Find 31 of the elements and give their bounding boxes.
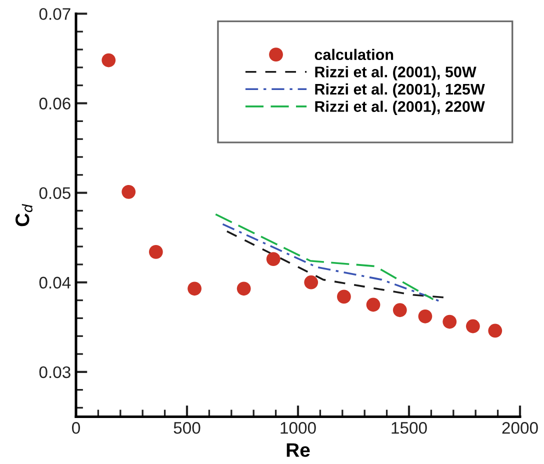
point [266,252,280,266]
point [366,298,380,312]
point [102,53,116,68]
x-tick-label: 500 [174,422,200,434]
x-tick-label: 2000 [502,422,538,434]
x-tick-label: 1000 [280,422,316,434]
legend-label: calculation [314,48,394,60]
y-tick-label: 0.03 [39,366,70,378]
y-tick-label: 0.06 [39,98,70,110]
point [188,282,202,296]
y-tick-label: 0.05 [39,187,70,200]
x-tick-label: 0 [72,422,80,434]
y-axis-title: C$_{d}$ [16,204,32,226]
y-tick-label: 0.07 [39,8,70,20]
point [442,314,457,329]
x-axis-title: Re [286,443,310,457]
line-series [214,213,434,300]
point [392,303,407,318]
point [148,244,163,259]
y-tick-label: 0.04 [39,276,71,289]
legend-label: Rizzi et al. (2001), 125W [315,83,485,98]
point [122,184,136,199]
x-tick-label: 1500 [392,422,427,434]
point [466,319,480,334]
point [418,309,432,324]
point [488,324,502,338]
point [304,275,318,290]
legend-label: Rizzi et al. (2001), 50W [315,66,476,80]
legend-label: Rizzi et al. (2001), 220W [315,100,485,115]
point [236,282,251,296]
point [337,290,351,304]
